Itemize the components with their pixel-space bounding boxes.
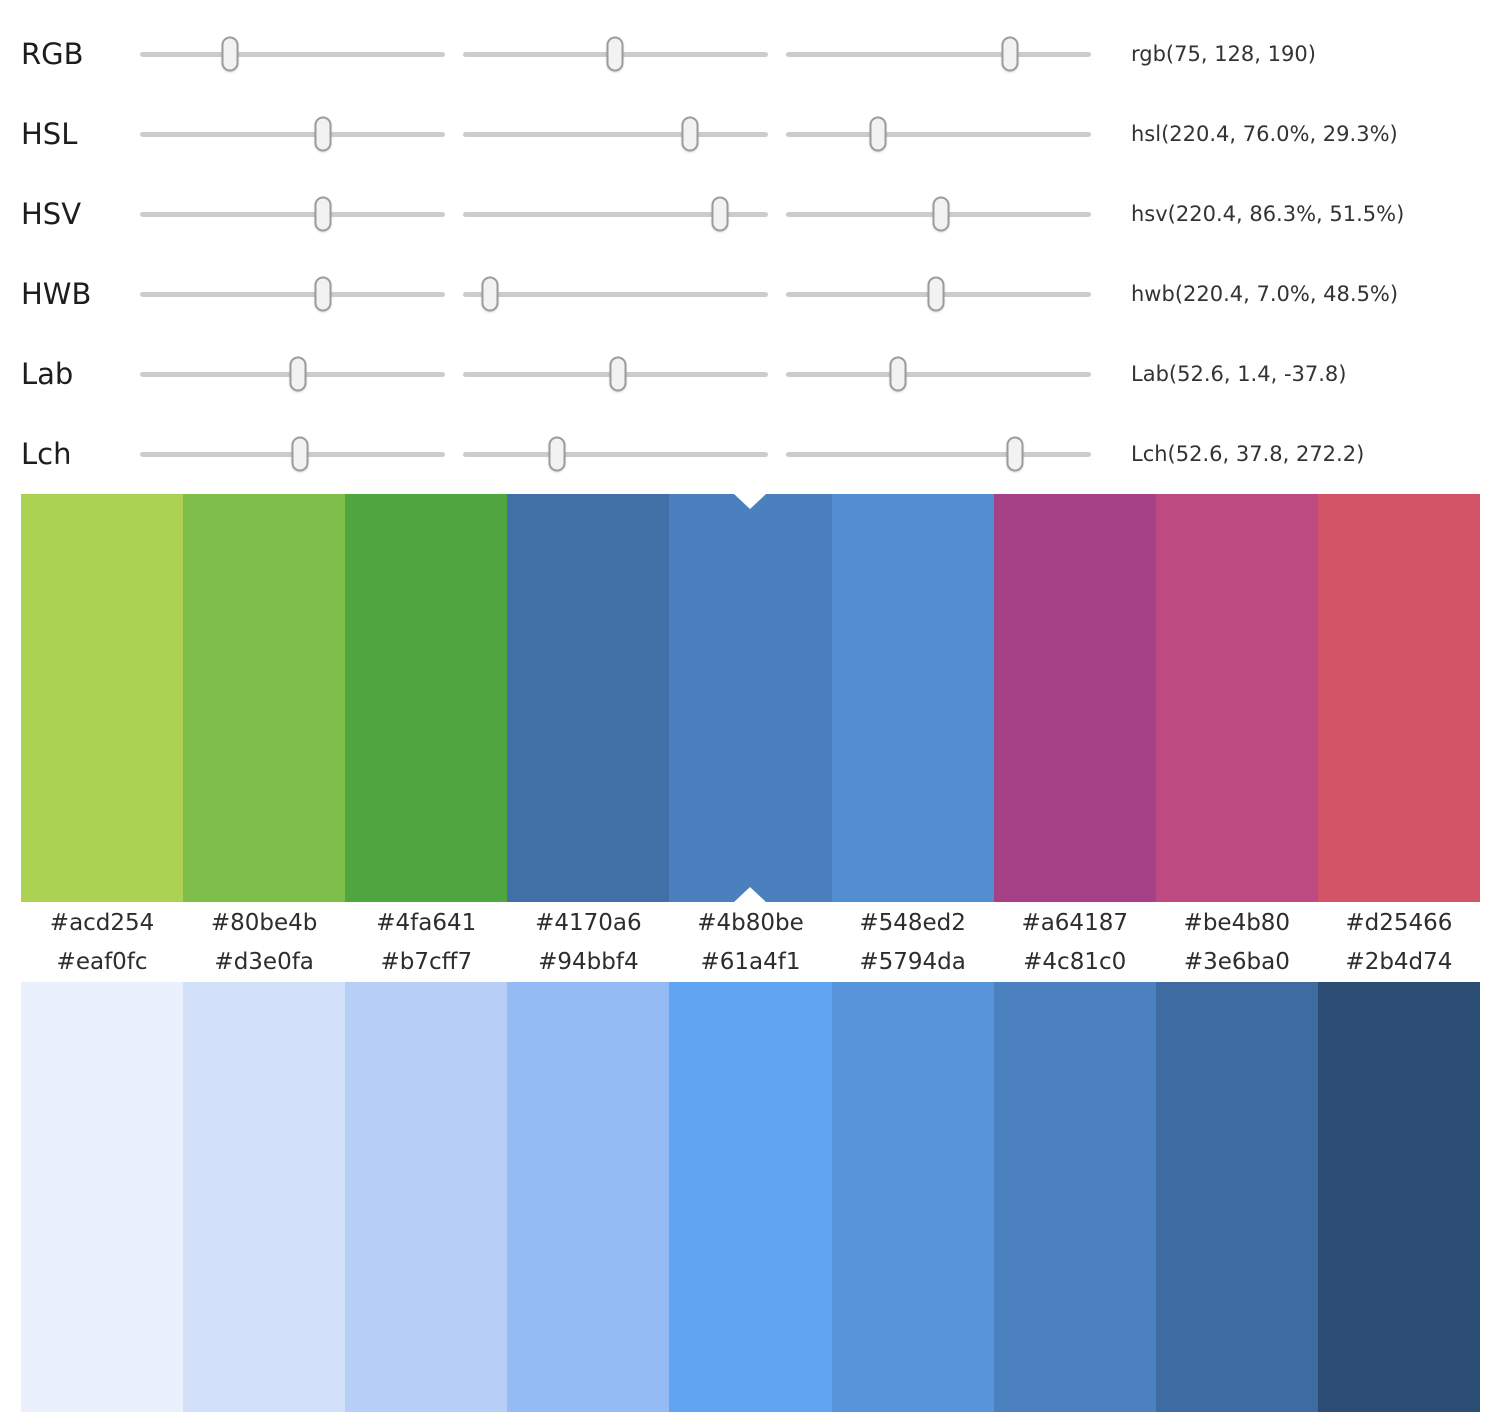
lch-slider-track-3[interactable]: [786, 436, 1091, 472]
lab-slider-thumb-2[interactable]: [609, 356, 627, 392]
hsv-slider-thumb-3[interactable]: [932, 196, 950, 232]
colorspace-label-hwb: HWB: [21, 277, 92, 311]
rgb-slider-thumb-3[interactable]: [1001, 36, 1019, 72]
slider-row-hwb: HWB hwb(220.4, 7.0%, 48.5%): [0, 254, 1501, 334]
hex-label: #548ed2: [859, 910, 966, 936]
lightness-swatch-5[interactable]: [669, 982, 832, 1412]
colorspace-label-lch: Lch: [21, 437, 72, 471]
lightness-swatch-9[interactable]: [1317, 982, 1480, 1412]
lab-slider-thumb-3[interactable]: [889, 356, 907, 392]
rgb-slider-track-1[interactable]: [140, 36, 445, 72]
hex-label: #4c81c0: [1023, 949, 1127, 975]
hwb-slider-track-3[interactable]: [786, 276, 1091, 312]
slider-row-lch: Lch Lch(52.6, 37.8, 272.2): [0, 414, 1501, 494]
hsv-slider-thumb-2[interactable]: [711, 196, 729, 232]
lch-slider-thumb-3[interactable]: [1006, 436, 1024, 472]
selected-swatch-notch-top-icon: [734, 494, 767, 509]
slider-section: RGB rgb(75, 128, 190) HSL hsl(220.4, 76.…: [0, 0, 1501, 494]
hex-label: #a64187: [1021, 910, 1128, 936]
rgb-slider-track-2[interactable]: [463, 36, 768, 72]
colorspace-label-hsv: HSV: [21, 197, 82, 231]
hwb-slider-thumb-2[interactable]: [481, 276, 499, 312]
hsl-slider-track-2[interactable]: [463, 116, 768, 152]
lightness-palette: [21, 982, 1480, 1412]
hsl-slider-track-3[interactable]: [786, 116, 1091, 152]
hwb-slider-thumb-1[interactable]: [314, 276, 332, 312]
colorspace-value-hwb: hwb(220.4, 7.0%, 48.5%): [1131, 282, 1399, 306]
hwb-slider-track-1[interactable]: [140, 276, 445, 312]
slider-row-lab: Lab Lab(52.6, 1.4, -37.8): [0, 334, 1501, 414]
hue-swatch-9[interactable]: [1317, 494, 1480, 902]
hex-label: #be4b80: [1183, 910, 1291, 936]
hue-swatch-4[interactable]: [507, 494, 670, 902]
lch-slider-track-1[interactable]: [140, 436, 445, 472]
lightness-palette-labels: #eaf0fc #d3e0fa #b7cff7 #94bbf4 #61a4f1 …: [21, 945, 1480, 982]
lightness-swatch-8[interactable]: [1155, 982, 1318, 1412]
hex-label: #5794da: [859, 949, 966, 975]
hsv-slider-track-2[interactable]: [463, 196, 768, 232]
colorspace-value-lch: Lch(52.6, 37.8, 272.2): [1131, 442, 1365, 466]
hsl-slider-track-1[interactable]: [140, 116, 445, 152]
colorspace-label-hsl: HSL: [21, 117, 78, 151]
hue-swatch-6[interactable]: [831, 494, 994, 902]
hsv-slider-track-1[interactable]: [140, 196, 445, 232]
lightness-swatch-2[interactable]: [183, 982, 346, 1412]
lch-slider-track-2[interactable]: [463, 436, 768, 472]
hsv-slider-thumb-1[interactable]: [314, 196, 332, 232]
slider-row-hsl: HSL hsl(220.4, 76.0%, 29.3%): [0, 94, 1501, 174]
hex-label: #d25466: [1345, 910, 1453, 936]
lab-slider-track-2[interactable]: [463, 356, 768, 392]
hex-label: #eaf0fc: [56, 949, 148, 975]
hue-palette-labels: #acd254 #80be4b #4fa641 #4170a6 #4b80be …: [21, 902, 1480, 945]
hex-label: #3e6ba0: [1183, 949, 1290, 975]
colorspace-value-hsv: hsv(220.4, 86.3%, 51.5%): [1131, 202, 1405, 226]
lightness-swatch-7[interactable]: [993, 982, 1156, 1412]
hsl-slider-thumb-2[interactable]: [681, 116, 699, 152]
slider-row-hsv: HSV hsv(220.4, 86.3%, 51.5%): [0, 174, 1501, 254]
hue-swatch-1[interactable]: [21, 494, 184, 902]
hue-swatch-8[interactable]: [1155, 494, 1318, 902]
hue-swatch-5-selected[interactable]: [669, 494, 832, 902]
hex-label: #61a4f1: [700, 949, 801, 975]
colorspace-label-rgb: RGB: [21, 37, 84, 71]
hwb-slider-track-2[interactable]: [463, 276, 768, 312]
hsv-slider-track-3[interactable]: [786, 196, 1091, 232]
hex-label: #4fa641: [376, 910, 477, 936]
colorspace-value-rgb: rgb(75, 128, 190): [1131, 42, 1316, 66]
hwb-slider-thumb-3[interactable]: [927, 276, 945, 312]
hue-swatch-7[interactable]: [993, 494, 1156, 902]
hsl-slider-thumb-1[interactable]: [314, 116, 332, 152]
lab-slider-track-1[interactable]: [140, 356, 445, 392]
lightness-swatch-4[interactable]: [507, 982, 670, 1412]
hex-label: #acd254: [49, 910, 155, 936]
hex-label: #d3e0fa: [214, 949, 314, 975]
hex-label: #4b80be: [697, 910, 804, 936]
rgb-slider-thumb-2[interactable]: [606, 36, 624, 72]
hsl-slider-thumb-3[interactable]: [869, 116, 887, 152]
lch-slider-thumb-2[interactable]: [548, 436, 566, 472]
lab-slider-track-3[interactable]: [786, 356, 1091, 392]
hex-label: #94bbf4: [538, 949, 639, 975]
lch-slider-thumb-1[interactable]: [291, 436, 309, 472]
rgb-slider-track-3[interactable]: [786, 36, 1091, 72]
colorspace-label-lab: Lab: [21, 357, 74, 391]
lightness-swatch-6[interactable]: [831, 982, 994, 1412]
colorspace-value-hsl: hsl(220.4, 76.0%, 29.3%): [1131, 122, 1398, 146]
hue-swatch-2[interactable]: [183, 494, 346, 902]
hex-label: #2b4d74: [1345, 949, 1453, 975]
lightness-swatch-3[interactable]: [345, 982, 508, 1412]
colorspace-value-lab: Lab(52.6, 1.4, -37.8): [1131, 362, 1347, 386]
slider-row-rgb: RGB rgb(75, 128, 190): [0, 14, 1501, 94]
hex-label: #4170a6: [535, 910, 642, 936]
hex-label: #80be4b: [210, 910, 318, 936]
hue-palette: [21, 494, 1480, 902]
hue-swatch-3[interactable]: [345, 494, 508, 902]
lab-slider-thumb-1[interactable]: [289, 356, 307, 392]
selected-swatch-notch-bottom-icon: [734, 887, 767, 902]
hex-label: #b7cff7: [380, 949, 473, 975]
lightness-swatch-1[interactable]: [21, 982, 184, 1412]
rgb-slider-thumb-1[interactable]: [221, 36, 239, 72]
